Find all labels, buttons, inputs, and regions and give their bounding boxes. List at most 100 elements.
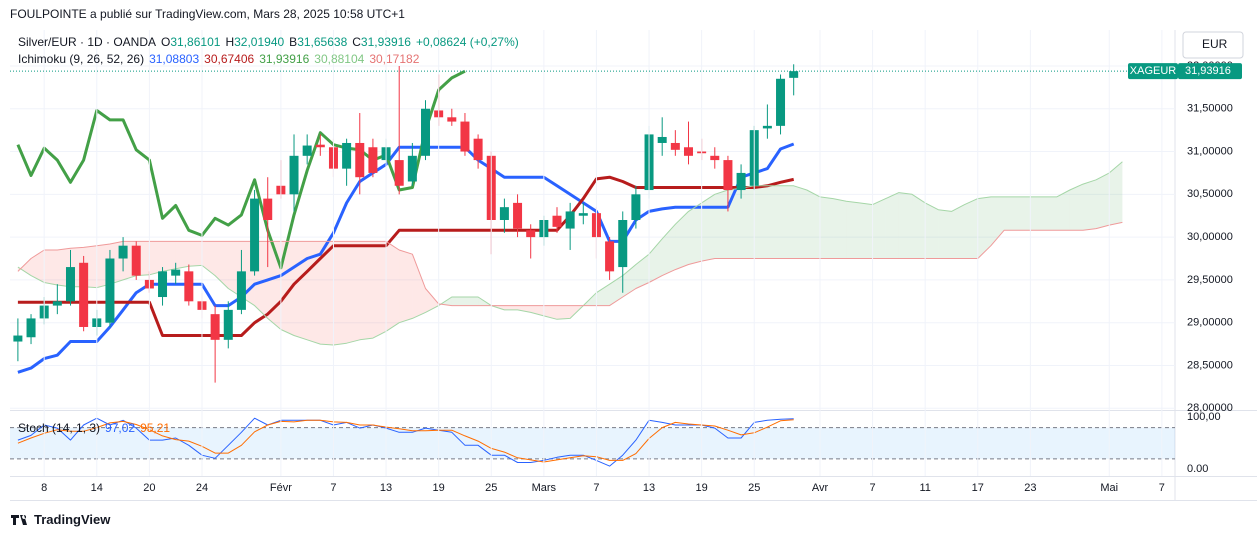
candle-body (118, 245, 128, 259)
candle-body (407, 155, 417, 182)
x-tick-label: Avr (812, 482, 829, 494)
legend-stoch-name: Stoch (14, 1, 3) (18, 421, 101, 435)
cloud-segment (964, 198, 978, 259)
cloud-segment (556, 305, 571, 320)
cloud-segment (793, 185, 807, 259)
candle-body (657, 136, 667, 143)
x-tick-label: 24 (196, 482, 208, 494)
y-tick-label: 28,00000 (1187, 402, 1233, 414)
candle-body (631, 194, 641, 220)
candle-body (762, 125, 772, 129)
x-tick-label: 23 (1024, 482, 1036, 494)
cloud-segment (1096, 172, 1110, 229)
candle-body (289, 155, 299, 195)
x-tick-label: 8 (41, 482, 47, 494)
cloud-segment (333, 241, 347, 345)
cloud-segment (872, 198, 886, 259)
candle-body (171, 269, 181, 276)
legend-ohlc-key: B (289, 35, 298, 49)
y-tick-label: 30,00000 (1187, 231, 1233, 243)
cloud-segment (977, 196, 991, 259)
cloud-segment (359, 241, 373, 340)
cloud-segment (609, 275, 623, 306)
cloud-segment (1030, 196, 1044, 231)
stoch-tick-label: 0.00 (1187, 463, 1208, 475)
cloud-segment (1004, 196, 1018, 231)
legend-ohlc-key: H (225, 35, 235, 49)
candle-body (26, 318, 36, 338)
legend-ohlc-key: O (161, 35, 171, 49)
cloud-segment (267, 241, 281, 330)
legend-ohlc-value: 31,93916 (360, 35, 411, 49)
cloud-segment (1017, 196, 1031, 231)
candle-body (447, 117, 457, 122)
header: FOULPOINTE a publié sur TradingView.com,… (10, 7, 405, 21)
candle-body (158, 271, 168, 298)
cloud-segment (727, 188, 742, 259)
legend-ohlc-value: 32,01940 (234, 35, 285, 49)
candle-body (355, 142, 365, 178)
cloud-segment (1082, 179, 1097, 231)
x-tick-label: 7 (870, 482, 876, 494)
price-tag-box (1178, 63, 1242, 80)
cloud-segment (819, 196, 834, 259)
stoch-line (17, 419, 794, 463)
cloud-segment (517, 305, 531, 313)
cloud-segment (846, 201, 860, 259)
cloud-segment (412, 254, 426, 319)
cloud-segment (425, 288, 439, 313)
x-tick-label: 7 (330, 482, 336, 494)
candle-body (565, 211, 575, 229)
y-tick-label: 29,50000 (1187, 274, 1233, 286)
stoch-line (17, 417, 794, 467)
cloud-segment (386, 241, 400, 332)
cloud-segment (649, 238, 663, 283)
cloud-segment (688, 202, 702, 265)
cloud-segment (149, 241, 163, 275)
candle-body (250, 198, 260, 272)
candle-body (723, 160, 733, 191)
y-tick-label: 28,50000 (1187, 359, 1233, 371)
ichimoku-line (17, 175, 795, 337)
x-tick-label: 17 (972, 482, 984, 494)
candle-body (460, 121, 470, 152)
main-pane (10, 64, 1175, 409)
currency-box[interactable] (1182, 31, 1244, 59)
legend-ichimoku-name: Ichimoku (9, 26, 52, 26) (18, 52, 145, 66)
cloud-segment (201, 241, 216, 276)
candle-body (394, 160, 404, 186)
cloud-segment (714, 190, 728, 259)
stoch-band (10, 427, 1175, 459)
candle-body (79, 262, 89, 327)
cloud-segment (741, 185, 755, 259)
cloud-segment (925, 202, 939, 259)
cloud-segment (399, 249, 413, 323)
candle-body (52, 301, 62, 306)
legend-stoch-value: 97,02 (105, 421, 136, 435)
x-tick-label: Mai (1100, 482, 1118, 494)
candle-body (552, 215, 562, 227)
price-tag-symbol: XAGEUR (1130, 65, 1177, 77)
candle-body (65, 267, 75, 302)
candle-body (105, 258, 115, 323)
candle-body (368, 147, 378, 173)
candle-body (302, 145, 312, 156)
x-tick-label: 13 (643, 482, 655, 494)
cloud-segment (912, 194, 926, 259)
candle-body (578, 213, 588, 216)
candle-body (184, 271, 194, 302)
cloud-segment (1069, 184, 1083, 231)
x-tick-label: 7 (593, 482, 599, 494)
cloud-segment (1056, 190, 1070, 231)
cloud-segment (372, 241, 387, 339)
legend-main: Silver/EUR · 1D · OANDA O31,86101 H32,0194… (18, 35, 524, 49)
logo-icon (11, 515, 27, 525)
cloud-segment (938, 209, 952, 259)
cloud-segment (622, 264, 636, 298)
cloud-segment (806, 190, 820, 259)
cloud-segment (596, 284, 610, 306)
legend-ichimoku-value: 31,93916 (259, 52, 310, 66)
legend-change: +0,08624 (+0,27%) (415, 35, 519, 49)
cloud-segment (162, 241, 176, 272)
